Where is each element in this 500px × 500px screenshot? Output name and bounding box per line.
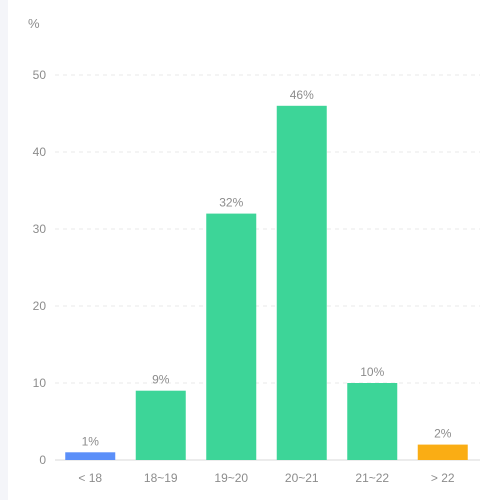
- y-tick-label: 20: [33, 299, 47, 313]
- x-tick-label: 21~22: [355, 471, 389, 485]
- bar: [417, 444, 468, 460]
- y-tick-label: 50: [33, 68, 47, 82]
- bar: [206, 213, 257, 460]
- x-tick-label: 18~19: [144, 471, 178, 485]
- y-tick-label: 30: [33, 222, 47, 236]
- data-label: 9%: [152, 373, 170, 387]
- y-tick-label: 40: [33, 145, 47, 159]
- bars: [65, 105, 468, 461]
- x-tick-label: > 22: [431, 471, 455, 485]
- x-axis-ticks: < 18 18~19 19~20 20~21 21~22 > 22: [78, 471, 455, 485]
- x-tick-label: < 18: [78, 471, 102, 485]
- gridlines: [55, 74, 480, 384]
- x-tick-label: 19~20: [214, 471, 248, 485]
- data-label: 2%: [434, 427, 452, 441]
- y-tick-label: 10: [33, 376, 47, 390]
- data-labels: 1% 9% 32% 46% 10% 2%: [82, 88, 452, 448]
- bar: [135, 390, 186, 460]
- y-tick-label: 0: [39, 453, 46, 467]
- y-axis-ticks: 0 10 20 30 40 50: [33, 68, 47, 467]
- data-label: 46%: [290, 88, 314, 102]
- data-label: 32%: [219, 196, 243, 210]
- bar: [347, 383, 398, 460]
- data-label: 10%: [360, 365, 384, 379]
- x-tick-label: 20~21: [285, 471, 319, 485]
- data-label: 1%: [82, 434, 100, 448]
- bar: [276, 105, 327, 461]
- y-unit-label: %: [28, 16, 40, 31]
- bar: [65, 452, 116, 460]
